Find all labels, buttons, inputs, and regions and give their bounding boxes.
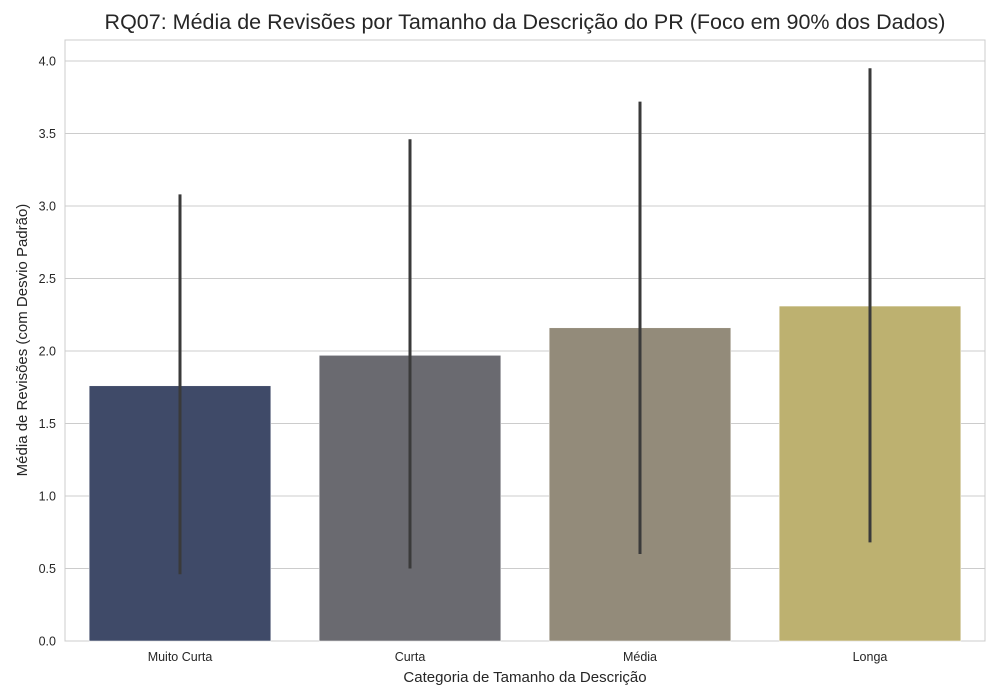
x-axis-label: Categoria de Tamanho da Descrição — [403, 669, 646, 686]
bars — [88, 305, 962, 642]
plot-frame — [64, 39, 986, 642]
error-bars — [178, 68, 872, 575]
x-tick-labels: Muito Curta Curta Média Longa — [148, 650, 888, 664]
y-tick-label: 2.0 — [39, 345, 56, 359]
y-tick-label: 3.5 — [39, 127, 56, 141]
y-tick-label: 0.0 — [39, 635, 56, 649]
chart-title: RQ07: Média de Revisões por Tamanho da D… — [104, 10, 946, 34]
y-tick-label: 1.0 — [39, 490, 56, 504]
x-tick-label: Muito Curta — [148, 650, 213, 664]
y-tick-label: 0.5 — [39, 562, 56, 576]
x-tick-label: Longa — [853, 650, 888, 664]
x-tick-label: Curta — [395, 650, 426, 664]
y-tick-labels: 0.0 0.5 1.0 1.5 2.0 2.5 3.0 3.5 4.0 — [39, 55, 56, 649]
y-axis-label: Média de Revisões (com Desvio Padrão) — [14, 204, 31, 477]
y-tick-label: 2.5 — [39, 272, 56, 286]
y-tick-label: 4.0 — [39, 55, 56, 69]
x-tick-label: Média — [623, 650, 657, 664]
y-tick-label: 3.0 — [39, 200, 56, 214]
y-tick-label: 1.5 — [39, 417, 56, 431]
